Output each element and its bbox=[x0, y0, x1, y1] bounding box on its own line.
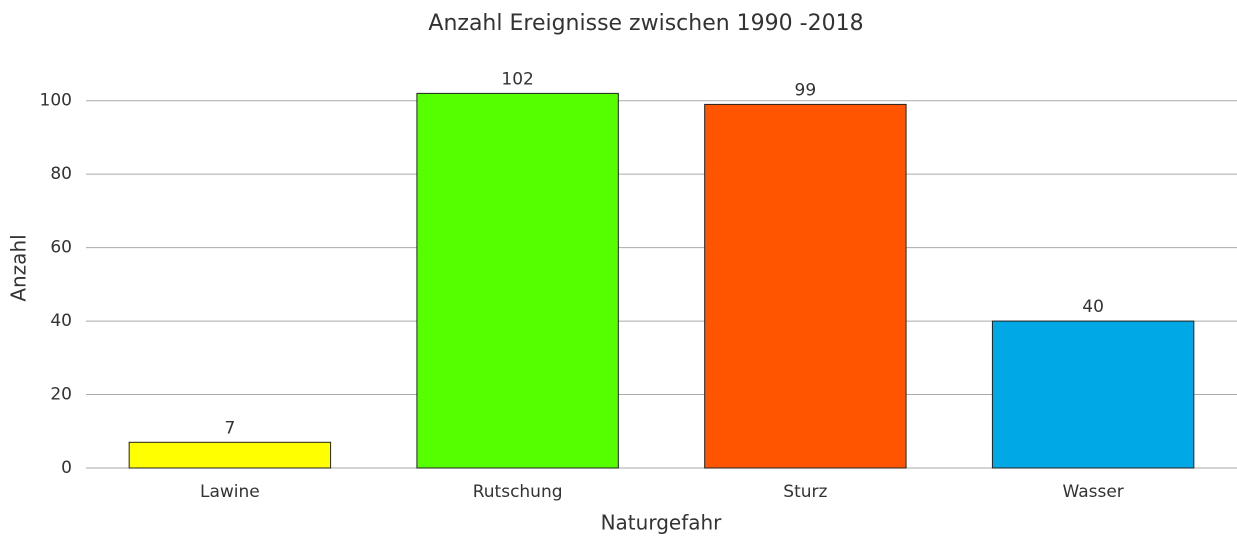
y-tick-label: 40 bbox=[50, 311, 72, 331]
bar bbox=[704, 103, 907, 469]
y-axis-label: Anzahl bbox=[7, 234, 31, 301]
data-label: 7 bbox=[224, 418, 235, 438]
x-axis-label: Naturgefahr bbox=[601, 511, 723, 535]
y-tick-label: 0 bbox=[61, 458, 72, 478]
x-tick-label: Sturz bbox=[783, 482, 827, 502]
x-tick-label: Rutschung bbox=[473, 482, 563, 502]
data-label: 102 bbox=[501, 69, 533, 89]
y-tick-label: 80 bbox=[50, 164, 72, 184]
bar bbox=[128, 441, 332, 469]
y-tick-label: 100 bbox=[40, 91, 72, 111]
bar bbox=[416, 92, 619, 469]
chart-title: Anzahl Ereignisse zwischen 1990 -2018 bbox=[428, 11, 863, 36]
x-tick-label: Wasser bbox=[1062, 482, 1123, 502]
y-tick-label: 20 bbox=[50, 385, 72, 405]
y-tick-label: 60 bbox=[50, 238, 72, 258]
data-label: 99 bbox=[795, 80, 817, 100]
bar bbox=[991, 320, 1195, 469]
x-tick-label: Lawine bbox=[200, 482, 260, 502]
data-label: 40 bbox=[1082, 297, 1104, 317]
